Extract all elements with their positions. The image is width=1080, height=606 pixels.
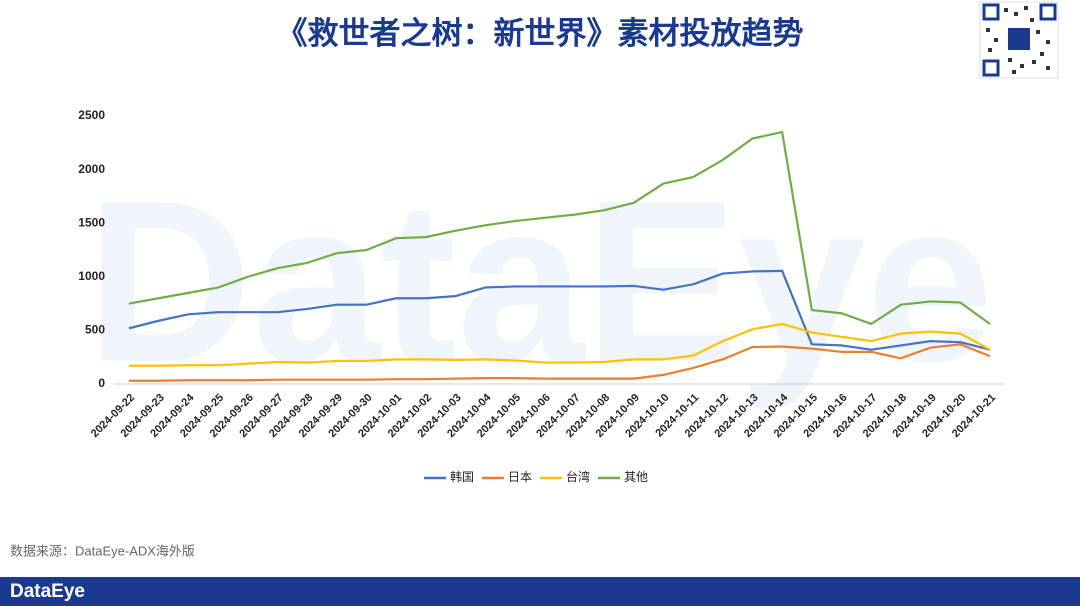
footer-bar	[0, 577, 1080, 606]
watermark: DataEye	[86, 153, 994, 410]
legend-label: 日本	[508, 470, 532, 484]
legend-label: 韩国	[450, 469, 474, 484]
footer-logo: DataEye	[10, 581, 85, 602]
y-tick-label: 1500	[78, 215, 105, 229]
series-line	[128, 130, 991, 326]
legend-label: 台湾	[566, 469, 590, 484]
qr-code	[979, 1, 1059, 79]
legend-label: 其他	[624, 470, 648, 484]
y-tick-label: 2000	[78, 162, 105, 176]
chart-title: 《救世者之树：新世界》素材投放趋势	[277, 16, 804, 51]
source-note: 数据来源：DataEye-ADX海外版	[10, 543, 195, 558]
y-tick-label: 500	[85, 323, 105, 337]
y-tick-label: 2500	[78, 108, 105, 122]
series-line	[129, 343, 991, 382]
series-line	[128, 269, 991, 351]
y-tick-label: 0	[98, 376, 105, 390]
series-line	[129, 322, 991, 367]
y-tick-label: 1000	[78, 269, 105, 283]
